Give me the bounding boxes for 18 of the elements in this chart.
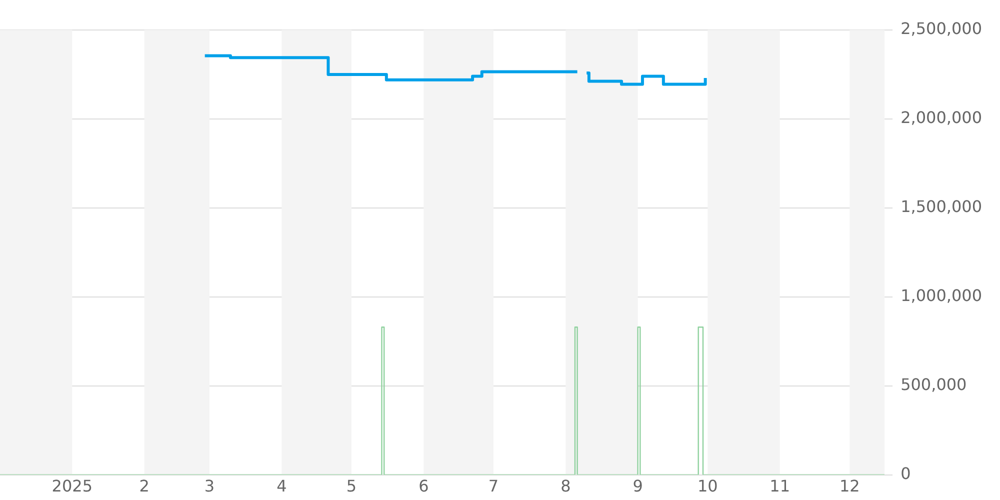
y-tick-label: 2,000,000 bbox=[900, 108, 982, 128]
x-tick-label: 5 bbox=[346, 476, 357, 496]
y-tick-label: 1,500,000 bbox=[900, 197, 982, 216]
x-tick-label: 4 bbox=[276, 476, 287, 496]
x-tick-label: 8 bbox=[560, 476, 571, 496]
x-tick-label: 12 bbox=[839, 476, 860, 496]
x-tick-label: 11 bbox=[770, 476, 790, 496]
x-tick-label: 3 bbox=[204, 476, 215, 496]
x-tick-label: 9 bbox=[632, 476, 643, 496]
y-tick-label: 2,500,000 bbox=[900, 19, 982, 38]
x-tick-label: 2 bbox=[139, 476, 150, 496]
x-tick-label: 7 bbox=[488, 476, 499, 496]
y-tick-label: 0 bbox=[900, 464, 911, 483]
y-tick-label: 1,000,000 bbox=[900, 286, 982, 306]
x-tick-label: 2025 bbox=[52, 476, 93, 496]
x-tick-label: 10 bbox=[697, 476, 718, 496]
y-tick-label: 500,000 bbox=[900, 374, 967, 394]
x-tick-label: 6 bbox=[418, 476, 429, 496]
